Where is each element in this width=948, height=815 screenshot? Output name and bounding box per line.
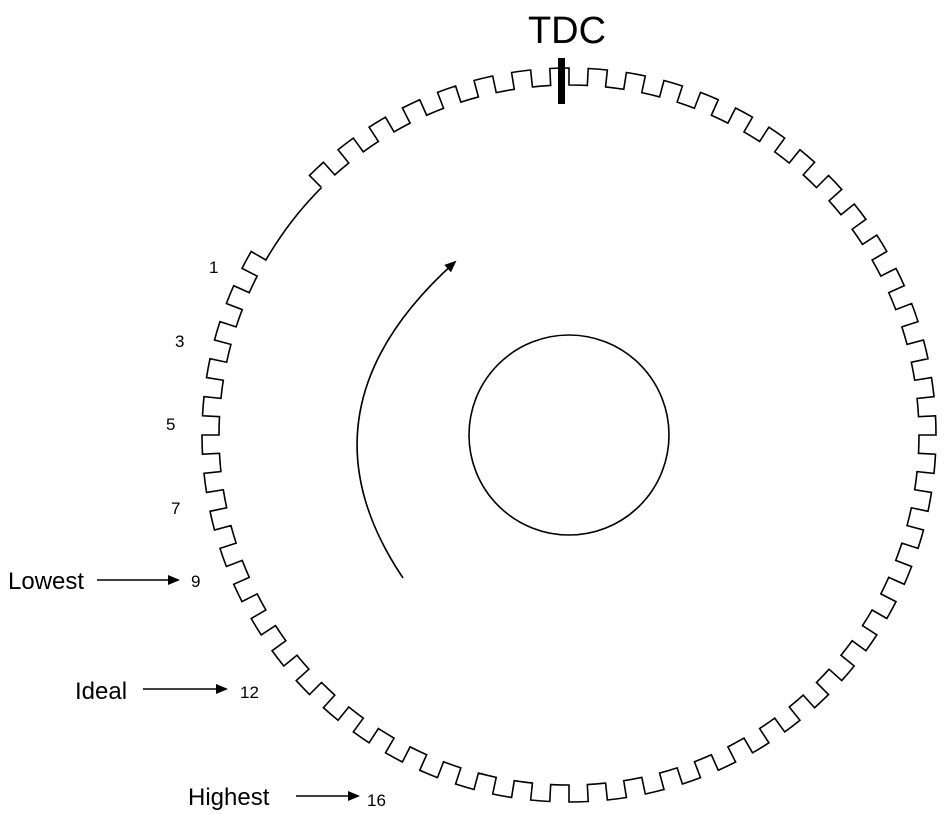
rotation-arrow — [356, 260, 457, 579]
trigger-wheel-teeth — [201, 67, 937, 803]
tooth-label-7: 7 — [171, 499, 180, 518]
tooth-label-1: 1 — [209, 258, 218, 277]
callout-highest-label: Highest — [188, 784, 270, 811]
callout-ideal-label: Ideal — [75, 678, 127, 705]
tdc-label: TDC — [528, 10, 606, 52]
center-hub — [468, 334, 670, 536]
tooth-label-5: 5 — [166, 415, 175, 434]
tooth-label-9: 9 — [191, 572, 200, 591]
tooth-label-3: 3 — [175, 332, 184, 351]
callout-lowest-label: Lowest — [8, 568, 84, 595]
tdc-marker — [558, 58, 565, 104]
tooth-label-12: 12 — [240, 683, 259, 702]
tooth-label-16: 16 — [367, 791, 386, 810]
